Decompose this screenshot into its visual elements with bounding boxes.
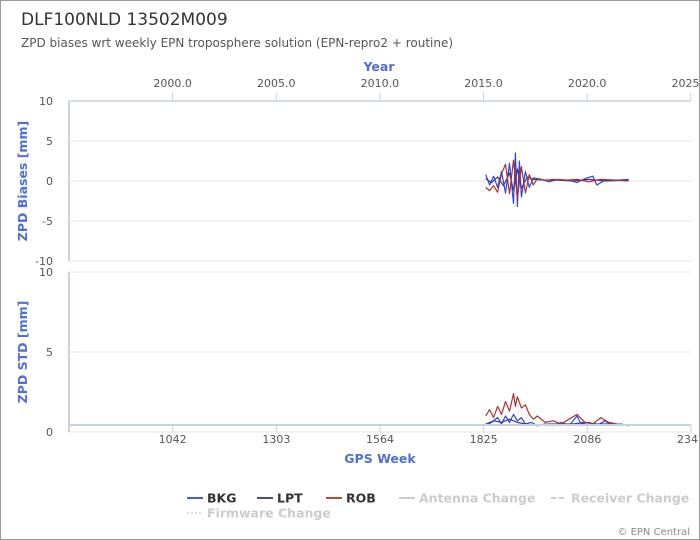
legend-item-receiver-change[interactable]: Receiver Change xyxy=(551,491,689,506)
x-axis-tick-label: 2347 xyxy=(677,433,699,446)
x-axis-title: GPS Week xyxy=(344,451,416,466)
bias-y-tick-label: 0 xyxy=(46,175,53,188)
legend-label: LPT xyxy=(277,491,303,506)
x-axis-tick-label: 1564 xyxy=(366,433,394,446)
std-y-tick-label: 5 xyxy=(46,346,53,359)
bias-y-tick-label: 5 xyxy=(46,135,53,148)
credits[interactable]: © EPN Central xyxy=(617,527,690,538)
bias-y-tick-label: -5 xyxy=(42,215,53,228)
bias-y-tick-label: -10 xyxy=(35,255,53,268)
legend-label: Receiver Change xyxy=(571,491,689,506)
x-axis-tick-label: 1303 xyxy=(262,433,290,446)
std-y-tick-label: 0 xyxy=(46,426,53,439)
bias-y-axis-title: ZPD Biases [mm] xyxy=(15,121,30,241)
std-series-rob[interactable] xyxy=(485,393,629,427)
bias-series-bkg[interactable] xyxy=(485,152,629,208)
top-axis-tick-label: 2010.0 xyxy=(361,77,400,90)
legend-label: Firmware Change xyxy=(207,506,331,521)
x-axis-tick-label: 1825 xyxy=(470,433,498,446)
top-axis-tick-label: 2005.0 xyxy=(257,77,296,90)
legend-label: Antenna Change xyxy=(419,491,535,506)
legend-label: BKG xyxy=(207,491,236,506)
bias-y-tick-label: 10 xyxy=(39,95,53,108)
legend-item-rob[interactable]: ROB xyxy=(326,491,376,506)
top-axis-title: Year xyxy=(363,59,396,74)
legend-label: ROB xyxy=(346,491,376,506)
x-axis-tick-label: 2086 xyxy=(573,433,601,446)
top-axis-tick-label: 2000.0 xyxy=(153,77,192,90)
chart-title: DLF100NLD 13502M009 xyxy=(21,10,228,30)
legend-item-firmware-change[interactable]: Firmware Change xyxy=(187,506,331,521)
x-axis-tick-label: 1042 xyxy=(159,433,187,446)
std-y-axis-title: ZPD STD [mm] xyxy=(15,301,30,404)
legend-item-lpt[interactable]: LPT xyxy=(257,491,303,506)
top-axis-tick-label: 2025.0 xyxy=(672,77,699,90)
legend-item-antenna-change[interactable]: Antenna Change xyxy=(399,491,535,506)
legend: BKG LPT ROB Antenna Change Receiver Change Fi… xyxy=(187,491,689,521)
top-axis-tick-label: 2015.0 xyxy=(464,77,503,90)
std-y-tick-label: 10 xyxy=(39,266,53,279)
legend-item-bkg[interactable]: BKG xyxy=(187,491,236,506)
plot-layer: 2000.0 2005.0 2010.0 2015.0 2020.0 2025.0 10 5 0… xyxy=(35,77,699,446)
top-axis-tick-label: 2020.0 xyxy=(568,77,607,90)
bias-series-rob[interactable] xyxy=(485,159,629,200)
chart-subtitle: ZPD biases wrt weekly EPN troposphere so… xyxy=(21,36,453,50)
